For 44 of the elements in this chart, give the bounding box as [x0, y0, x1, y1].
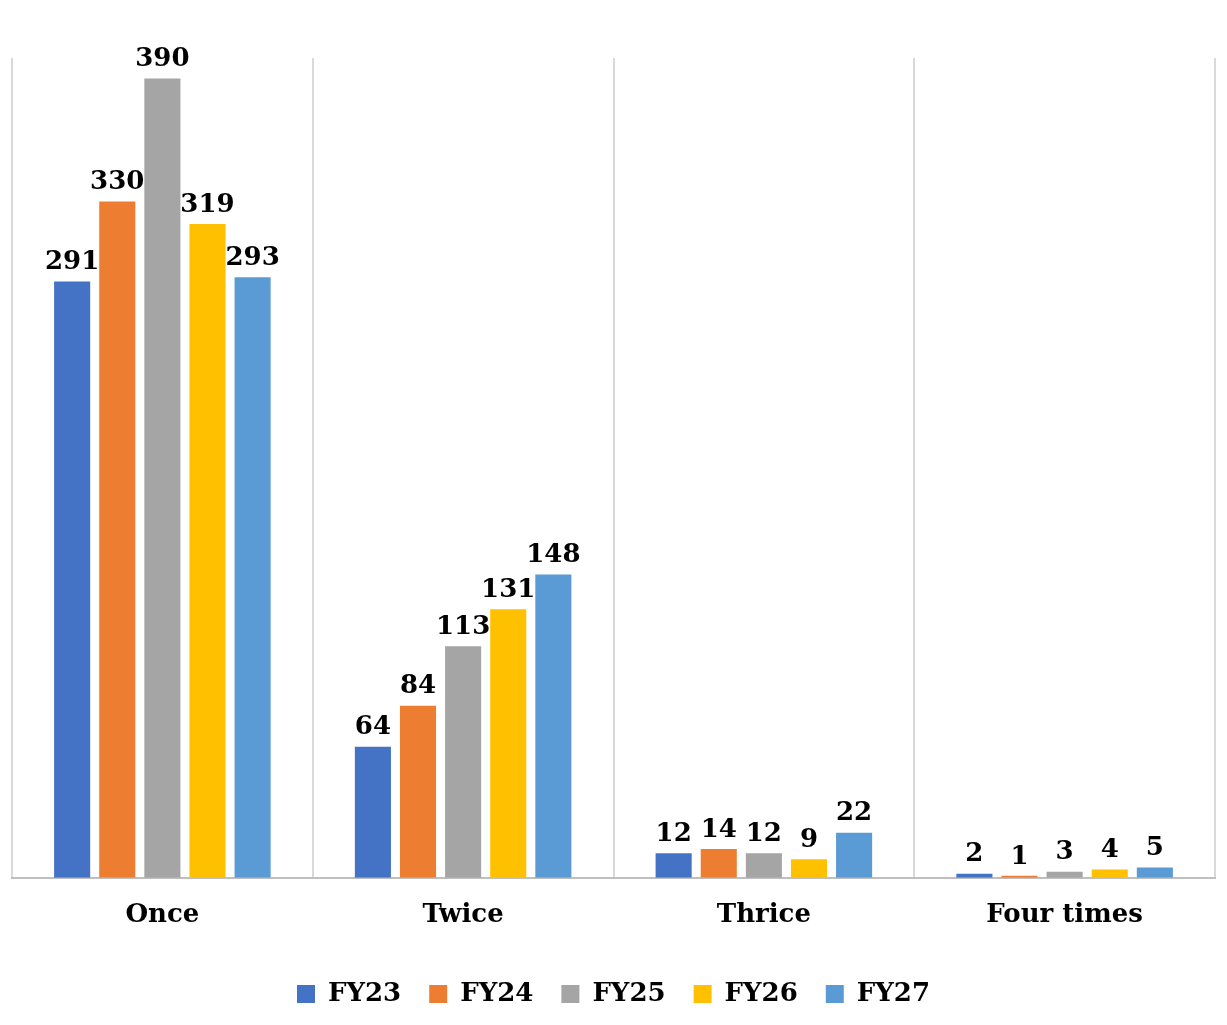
x-tick-label: Twice: [422, 898, 504, 929]
bar: [354, 746, 391, 878]
legend-label: FY27: [856, 976, 930, 1007]
data-label: 5: [1145, 831, 1164, 862]
legend-label: FY25: [592, 976, 666, 1007]
legend-label: FY23: [328, 976, 402, 1007]
bar: [144, 78, 181, 878]
data-label: 22: [836, 796, 873, 827]
x-tick-label: Four times: [986, 898, 1143, 929]
data-label: 291: [45, 245, 100, 276]
data-label: 293: [225, 241, 280, 272]
bar: [700, 849, 737, 878]
data-label: 3: [1055, 835, 1074, 866]
data-label: 330: [90, 165, 145, 196]
data-label: 4: [1100, 833, 1119, 864]
bar: [836, 832, 873, 878]
legend-label: FY24: [460, 976, 534, 1007]
data-label: 14: [700, 812, 737, 843]
bar: [445, 646, 482, 878]
bar: [234, 277, 271, 878]
data-label: 1: [1010, 839, 1029, 870]
data-label: 131: [481, 573, 536, 604]
bar: [535, 574, 572, 878]
bar: [655, 853, 692, 878]
x-tick-label: Once: [125, 898, 200, 929]
bar: [99, 201, 136, 878]
data-label: 12: [745, 816, 782, 847]
data-label: 148: [526, 538, 581, 569]
data-label: 12: [655, 816, 692, 847]
bar: [490, 609, 527, 878]
data-label: 84: [399, 669, 437, 700]
x-tick-label: Thrice: [716, 898, 811, 929]
data-label: 319: [180, 187, 235, 218]
data-label: 9: [799, 823, 819, 854]
data-label: 64: [354, 710, 391, 741]
bar: [790, 859, 828, 878]
legend-label: FY26: [724, 976, 798, 1007]
bar: [399, 705, 437, 878]
bar: [189, 224, 226, 878]
bar: [54, 281, 91, 878]
data-label: 113: [435, 609, 491, 640]
bar: [745, 853, 782, 878]
data-label: 2: [965, 837, 984, 868]
data-label: 390: [135, 42, 190, 73]
